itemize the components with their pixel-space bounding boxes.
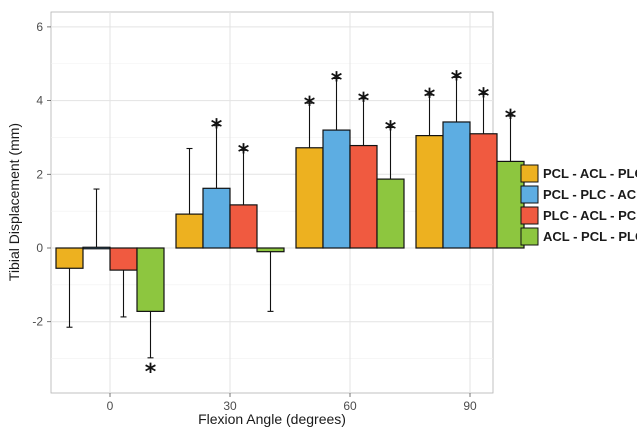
significance-star: * [505,106,517,131]
bar [256,247,285,253]
legend-swatch [520,227,539,246]
significance-star: * [385,118,397,143]
bar [295,147,324,249]
x-axis-ticks: 0 30 60 90 [107,393,477,413]
x-tick-label: 0 [107,399,114,413]
significance-star: * [451,67,463,92]
legend: PCL - ACL - PLC PCL - PLC - ACL PLC - ACL … [520,164,637,246]
bar [322,129,351,249]
bar [376,178,405,249]
significance-star: * [424,85,436,110]
y-tick-label: 6 [36,20,43,34]
significance-layer: * * * * * * * * * * * [145,67,517,384]
bar [415,135,444,249]
x-tick-label: 60 [343,399,357,413]
bar [496,160,525,249]
bar [442,121,471,249]
bar [109,247,138,271]
y-tick-label: 2 [36,167,43,181]
y-tick-label: -2 [32,315,43,329]
legend-label: PLC - ACL - PCL [543,208,637,223]
legend-label: PCL - ACL - PLC [543,166,637,181]
legend-label: PCL - PLC - ACL [543,187,637,202]
bar [202,187,231,249]
significance-star: * [478,84,490,109]
significance-star: * [331,68,343,93]
legend-swatch [520,185,539,204]
bar [349,144,378,249]
significance-star: * [145,360,157,385]
x-axis-title: Flexion Angle (degrees) [198,411,346,427]
bar [55,247,84,269]
significance-star: * [238,140,250,165]
bars-layer [55,121,525,312]
y-axis-title: Tibial Displacement (mm) [6,123,22,281]
y-tick-label: 0 [36,241,43,255]
bar [175,213,204,249]
y-tick-label: 4 [36,94,43,108]
significance-star: * [358,89,370,114]
y-axis-ticks: -2 0 2 4 6 [32,20,51,329]
bar [469,133,498,249]
significance-star: * [211,116,223,141]
error-bars-layer [66,76,514,359]
bar [82,246,111,250]
bar [229,204,258,249]
legend-swatch [520,164,539,183]
x-tick-label: 30 [223,399,237,413]
significance-star: * [304,93,316,118]
bar [136,247,165,312]
legend-swatch [520,206,539,225]
x-tick-label: 90 [463,399,477,413]
legend-label: ACL - PCL - PLC [543,229,637,244]
